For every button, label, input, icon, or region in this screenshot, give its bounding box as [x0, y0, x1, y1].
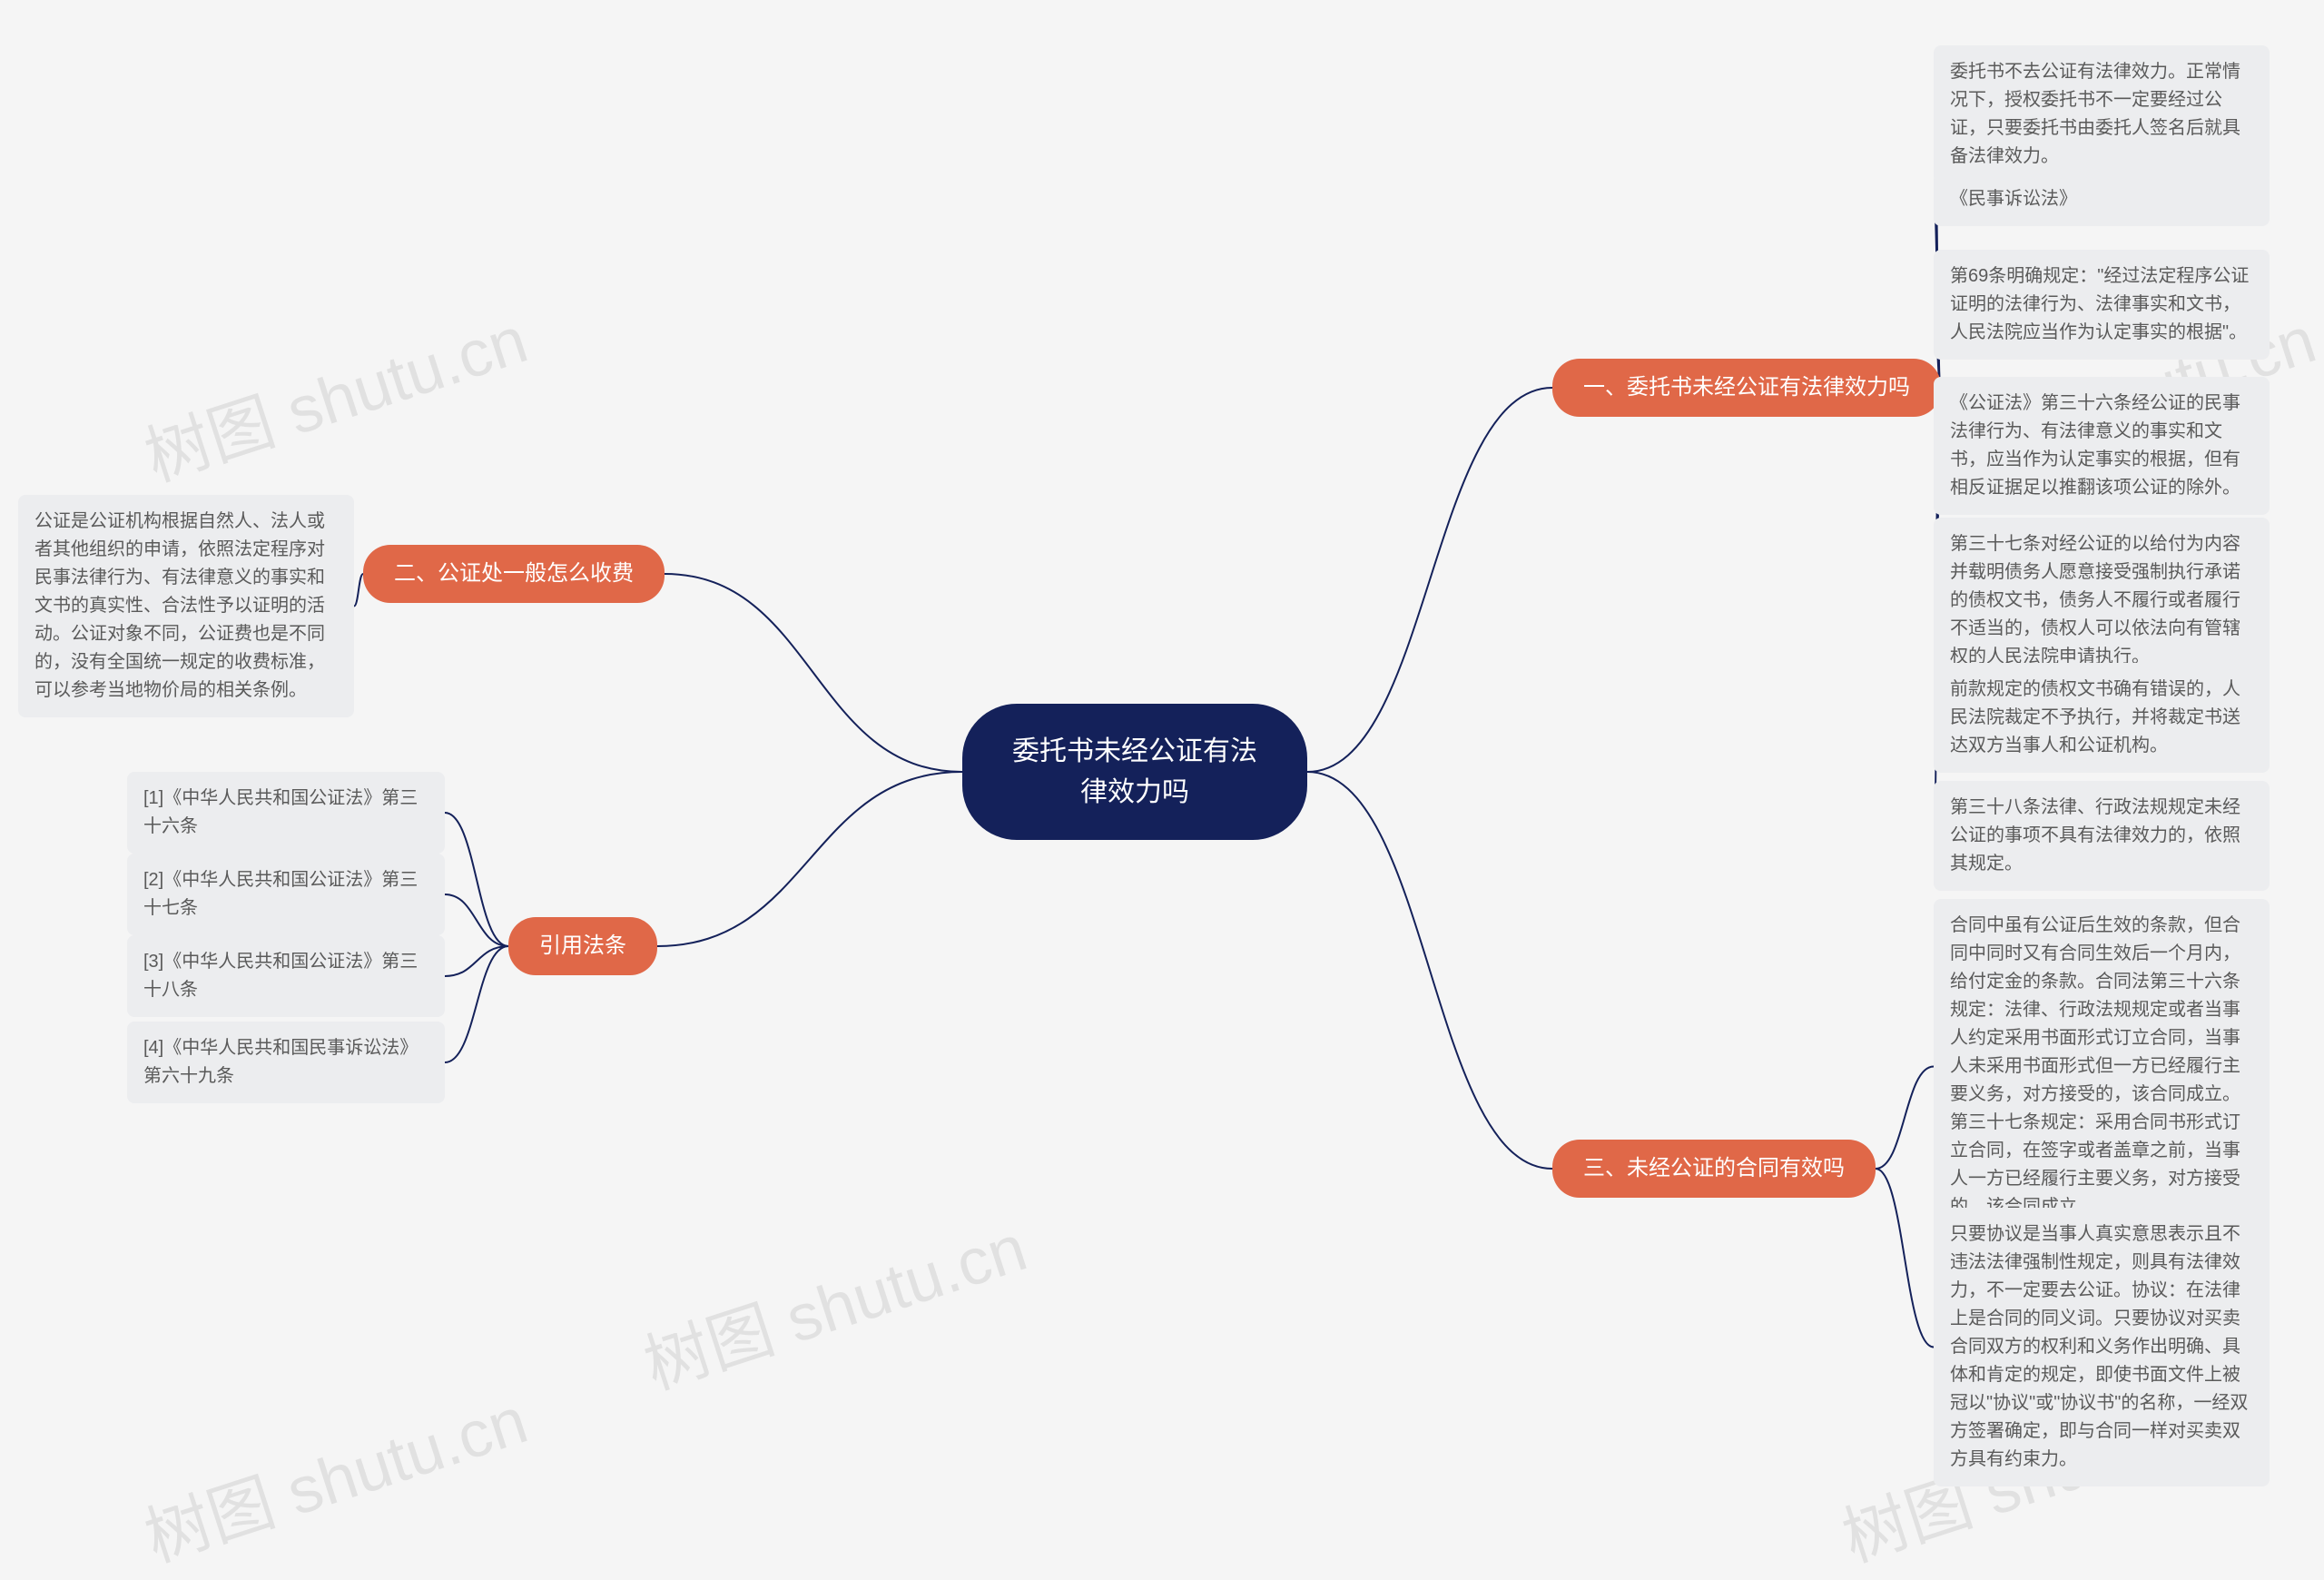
- branch-b1[interactable]: 一、委托书未经公证有法律效力吗: [1552, 359, 1941, 417]
- leaf-b1l4[interactable]: 《公证法》第三十六条经公证的民事法律行为、有法律意义的事实和文书，应当作为认定事…: [1934, 377, 2270, 515]
- branch-b3[interactable]: 三、未经公证的合同有效吗: [1552, 1140, 1876, 1198]
- leaf-b3l1[interactable]: 合同中虽有公证后生效的条款，但合同中同时又有合同生效后一个月内，给付定金的条款。…: [1934, 899, 2270, 1234]
- watermark: 树图 shutu.cn: [131, 1367, 537, 1580]
- leaf-b1l6[interactable]: 前款规定的债权文书确有错误的，人民法院裁定不予执行，并将裁定书送达双方当事人和公…: [1934, 663, 2270, 773]
- leaf-b1l5[interactable]: 第三十七条对经公证的以给付为内容并载明债务人愿意接受强制执行承诺的债权文书，债务…: [1934, 518, 2270, 684]
- leaf-b2l1[interactable]: 公证是公证机构根据自然人、法人或者其他组织的申请，依照法定程序对民事法律行为、有…: [18, 495, 354, 717]
- leaf-b1l3[interactable]: 第69条明确规定："经过法定程序公证证明的法律行为、法律事实和文书，人民法院应当…: [1934, 250, 2270, 360]
- center-node[interactable]: 委托书未经公证有法律效力吗: [962, 704, 1307, 840]
- branch-b2[interactable]: 二、公证处一般怎么收费: [363, 545, 665, 603]
- branch-b4[interactable]: 引用法条: [508, 917, 657, 975]
- watermark: 树图 shutu.cn: [630, 1194, 1036, 1407]
- leaf-b4l4[interactable]: [4]《中华人民共和国民事诉讼法》第六十九条: [127, 1022, 445, 1103]
- leaf-b3l2[interactable]: 只要协议是当事人真实意思表示且不违法法律强制性规定，则具有法律效力，不一定要去公…: [1934, 1208, 2270, 1486]
- watermark: 树图 shutu.cn: [131, 286, 537, 499]
- leaf-b1l7[interactable]: 第三十八条法律、行政法规规定未经公证的事项不具有法律效力的，依照其规定。: [1934, 781, 2270, 891]
- leaf-b4l2[interactable]: [2]《中华人民共和国公证法》第三十七条: [127, 854, 445, 935]
- leaf-b1l2[interactable]: 《民事诉讼法》: [1934, 173, 2270, 226]
- mindmap-canvas: 委托书未经公证有法律效力吗树图 shutu.cn树图 shutu.cn树图 sh…: [0, 0, 2324, 1522]
- leaf-b4l3[interactable]: [3]《中华人民共和国公证法》第三十八条: [127, 935, 445, 1017]
- leaf-b1l1[interactable]: 委托书不去公证有法律效力。正常情况下，授权委托书不一定要经过公证，只要委托书由委…: [1934, 45, 2270, 183]
- leaf-b4l1[interactable]: [1]《中华人民共和国公证法》第三十六条: [127, 772, 445, 854]
